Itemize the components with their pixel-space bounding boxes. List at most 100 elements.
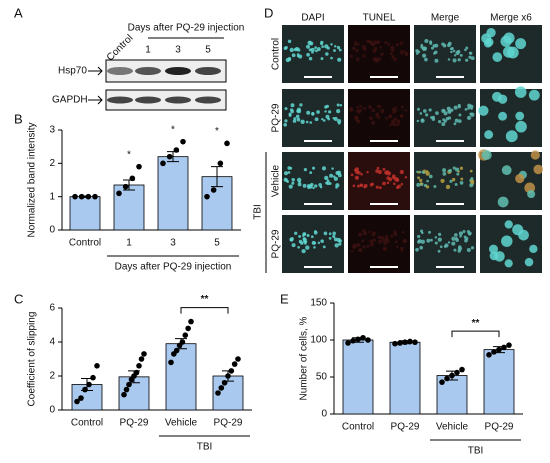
column-label: Merge [431, 13, 460, 24]
cell [447, 58, 451, 61]
cell [445, 184, 451, 190]
cell [359, 105, 363, 108]
cell [524, 257, 534, 267]
cell [501, 235, 513, 247]
data-point [78, 193, 85, 200]
cell [294, 231, 298, 235]
data-point [180, 138, 186, 145]
data-point [444, 375, 450, 382]
cell [321, 45, 324, 49]
panel-label: C [14, 291, 23, 306]
bar [69, 196, 101, 231]
cell [420, 239, 425, 244]
data-point [136, 363, 142, 369]
cell [291, 243, 296, 248]
data-point [141, 351, 147, 357]
cell [370, 42, 375, 47]
cell [446, 106, 451, 111]
bracket [180, 307, 229, 314]
cell [435, 111, 439, 116]
cell [451, 236, 456, 241]
blot-band [165, 96, 191, 104]
cell [470, 112, 475, 117]
cell [316, 47, 321, 52]
data-point [188, 318, 194, 325]
cell [425, 185, 430, 189]
cell [354, 42, 358, 46]
cell [515, 111, 525, 121]
cell [484, 130, 494, 140]
cell [330, 43, 333, 46]
cell [305, 120, 309, 124]
cell [358, 247, 363, 253]
data-point [402, 339, 408, 346]
cell [486, 28, 496, 38]
cell [349, 107, 354, 112]
data-point [90, 374, 96, 381]
cell [321, 118, 324, 121]
y-tick-label: 1 [49, 191, 55, 202]
cell [314, 46, 317, 50]
data-point [129, 175, 136, 182]
cell [515, 38, 527, 50]
cell [302, 237, 307, 241]
y-tick-label: 2 [49, 158, 55, 169]
cell [379, 46, 382, 49]
cell [458, 231, 464, 236]
lane-label: 5 [205, 45, 211, 56]
significance: * [215, 126, 219, 137]
cell [302, 183, 307, 188]
data-point [122, 183, 129, 190]
protein-label: Hsp70 [58, 66, 87, 77]
cell [494, 251, 505, 262]
data-point [166, 153, 173, 160]
cell [434, 58, 439, 63]
cell [424, 38, 429, 44]
cell [460, 177, 464, 181]
blot-band [107, 67, 133, 75]
data-point [486, 352, 492, 358]
cell [448, 169, 451, 173]
data-point [92, 193, 98, 200]
cell [325, 181, 329, 185]
cell [433, 185, 437, 189]
cell [388, 115, 391, 119]
bar [157, 156, 189, 231]
cell [360, 173, 363, 176]
cell [417, 234, 421, 239]
data-point [360, 334, 366, 341]
cell [336, 237, 342, 243]
cell [416, 182, 421, 187]
cell [335, 186, 338, 189]
error-bar [211, 166, 223, 188]
cell [338, 48, 342, 52]
cell [355, 49, 359, 53]
cell [419, 182, 423, 185]
y-tick-label: 0 [321, 409, 327, 420]
blot-band [107, 96, 133, 104]
cell [420, 229, 424, 233]
cell [314, 184, 318, 188]
cell [391, 55, 395, 59]
bar [165, 343, 197, 411]
cell [445, 116, 450, 121]
cell [352, 46, 356, 51]
cell [420, 45, 424, 49]
data-point [133, 369, 140, 376]
cell [310, 47, 315, 52]
cell [317, 241, 321, 245]
cell [283, 122, 288, 127]
cell [336, 45, 341, 50]
cell [315, 49, 318, 53]
cell [415, 52, 419, 55]
y-tick-label: 4 [49, 337, 55, 348]
cell [453, 233, 458, 237]
data-point [86, 381, 92, 388]
cell [363, 106, 366, 110]
cell [332, 117, 335, 120]
data-point [225, 373, 231, 379]
cell [467, 103, 472, 108]
cell [355, 57, 360, 62]
x-tick-label: PQ-29 [391, 422, 420, 433]
